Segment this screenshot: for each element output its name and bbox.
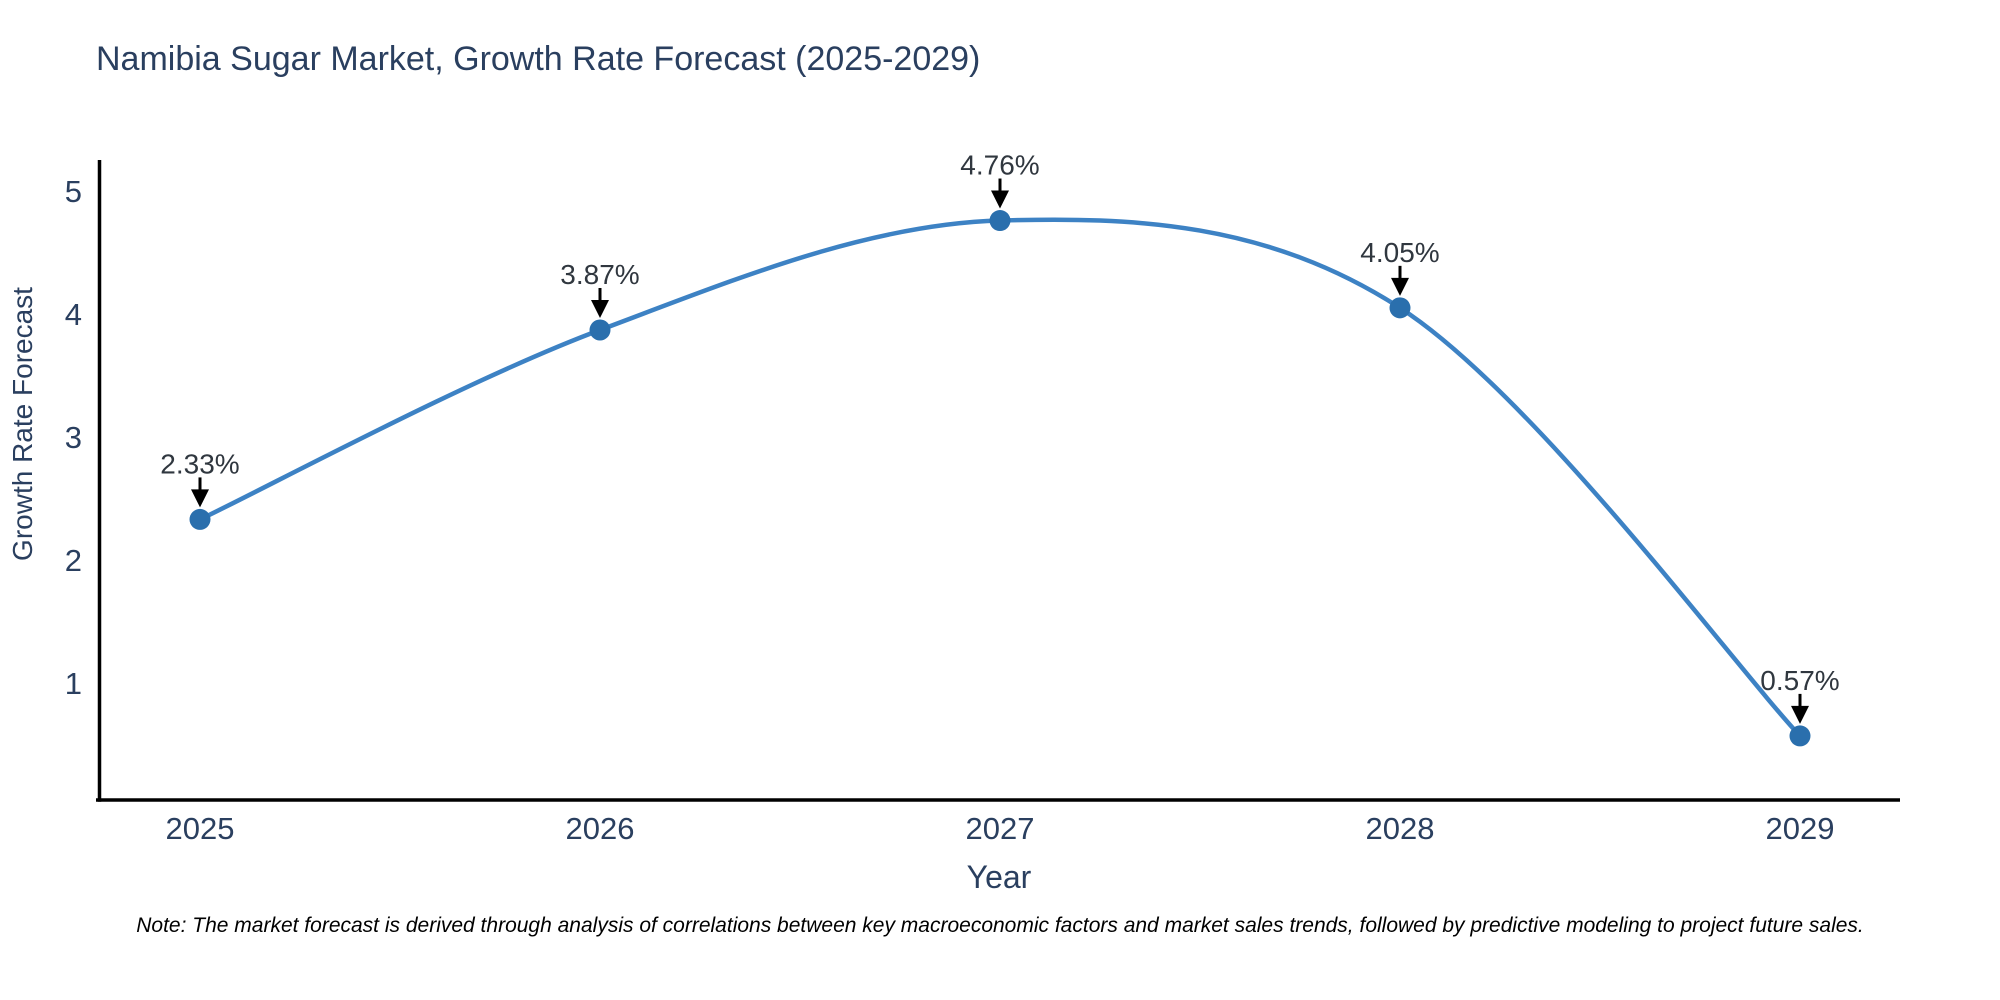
annotation-arrow-head: [1391, 277, 1409, 296]
y-tick-label: 1: [65, 666, 82, 701]
x-tick-label: 2027: [966, 811, 1035, 846]
footnote: Note: The market forecast is derived thr…: [136, 914, 1864, 937]
x-tick-label: 2025: [166, 811, 235, 846]
chart-title: Namibia Sugar Market, Growth Rate Foreca…: [96, 40, 981, 78]
x-tick-label: 2026: [566, 811, 635, 846]
y-tick-label: 5: [65, 174, 82, 209]
data-point-label: 4.05%: [1360, 237, 1439, 268]
forecast-line: [197, 217, 1803, 739]
data-point-marker: [589, 319, 611, 341]
y-tick-label: 4: [65, 297, 82, 332]
x-tick-label: 2029: [1766, 811, 1835, 846]
annotation-arrow-head: [191, 489, 209, 508]
annotation-arrow-head: [591, 299, 609, 318]
x-axis-title: Year: [967, 859, 1032, 895]
y-tick-label: 2: [65, 543, 82, 578]
data-point-marker: [989, 210, 1011, 232]
y-axis-title: Growth Rate Forecast: [7, 287, 38, 561]
y-tick-label: 3: [65, 420, 82, 455]
data-point-marker: [1789, 725, 1811, 747]
annotation-arrow-head: [1791, 705, 1809, 724]
data-point-marker: [1389, 297, 1411, 319]
data-point-label: 0.57%: [1760, 665, 1839, 696]
annotation-arrow-head: [991, 190, 1009, 209]
data-point-label: 3.87%: [560, 259, 639, 290]
data-point-label: 4.76%: [960, 150, 1039, 181]
x-tick-label: 2028: [1366, 811, 1435, 846]
data-point-label: 2.33%: [160, 448, 239, 479]
data-point-marker: [189, 508, 211, 530]
